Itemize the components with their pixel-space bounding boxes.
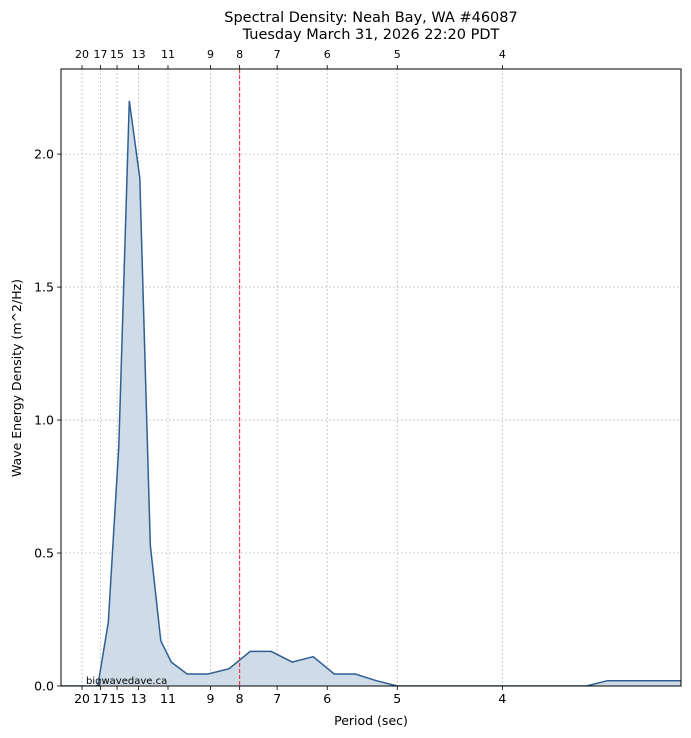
chart-subtitle: Tuesday March 31, 2026 22:20 PDT xyxy=(242,27,500,43)
x-tick-label: 6 xyxy=(323,691,331,706)
y-tick-label: 1.5 xyxy=(34,280,54,295)
x-top-tick-label: 5 xyxy=(394,48,401,61)
x-tick-label: 9 xyxy=(206,691,214,706)
x-top-tick-label: 13 xyxy=(132,48,146,61)
x-tick-label: 17 xyxy=(93,691,109,706)
x-top-tick-label: 20 xyxy=(75,48,89,61)
axes-frame xyxy=(60,68,682,687)
y-tick-label: 0.5 xyxy=(34,546,54,561)
y-axis: 0.0 0.5 1.0 1.5 2.0 xyxy=(34,147,61,694)
x-axis-top: 20 17 15 13 11 9 8 7 6 5 4 xyxy=(75,48,506,69)
x-top-tick-label: 15 xyxy=(110,48,124,61)
x-tick-label: 11 xyxy=(160,691,176,706)
y-tick-label: 0.0 xyxy=(34,679,54,694)
x-tick-label: 4 xyxy=(498,691,506,706)
y-axis-label: Wave Energy Density (m^2/Hz) xyxy=(9,279,24,477)
x-top-tick-label: 8 xyxy=(236,48,243,61)
x-top-tick-label: 6 xyxy=(324,48,331,61)
x-top-tick-label: 17 xyxy=(94,48,108,61)
x-tick-label: 5 xyxy=(393,691,401,706)
x-tick-label: 20 xyxy=(74,691,90,706)
x-tick-label: 7 xyxy=(273,691,281,706)
watermark: bigwavedave.ca xyxy=(86,676,167,687)
x-axis-bottom: 20 17 15 13 11 9 8 7 6 5 4 xyxy=(74,686,506,706)
plot-area xyxy=(61,69,681,686)
x-axis-label: Period (sec) xyxy=(334,713,408,728)
y-tick-label: 1.0 xyxy=(34,413,54,428)
chart-title: Spectral Density: Neah Bay, WA #46087 xyxy=(224,10,517,26)
spectrum-line xyxy=(61,100,681,686)
x-tick-label: 8 xyxy=(236,691,244,706)
y-tick-label: 2.0 xyxy=(34,147,54,162)
x-top-tick-label: 7 xyxy=(274,48,281,61)
x-tick-label: 15 xyxy=(109,691,125,706)
x-top-tick-label: 11 xyxy=(161,48,175,61)
x-top-tick-label: 9 xyxy=(207,48,214,61)
spectrum-fill xyxy=(61,100,681,686)
x-top-tick-label: 4 xyxy=(499,48,506,61)
x-tick-label: 13 xyxy=(131,691,147,706)
